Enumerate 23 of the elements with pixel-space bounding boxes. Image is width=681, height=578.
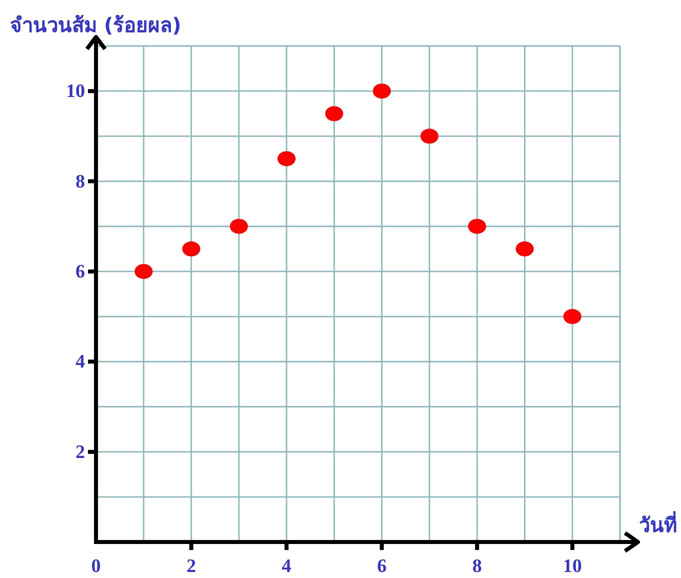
point: [468, 218, 486, 234]
y-tick-label: 4: [76, 352, 86, 373]
x-tick-label: 6: [377, 556, 387, 577]
point: [182, 241, 200, 256]
point: [516, 241, 534, 256]
point: [563, 309, 582, 324]
point: [230, 218, 248, 234]
x-tick-label: 8: [472, 556, 482, 577]
y-tick-label: 8: [76, 171, 85, 192]
point: [278, 151, 296, 166]
y-tick-label: 6: [76, 261, 85, 282]
x-tick-label: 10: [562, 556, 582, 577]
y-axis-title: จำนวนส้ม (ร้อยผล): [10, 13, 182, 37]
point: [134, 264, 153, 279]
y-tick-label: 2: [76, 442, 85, 463]
x-tick-label: 0: [91, 556, 101, 577]
x-tick-label: 4: [282, 556, 292, 577]
x-tick-label: 2: [186, 556, 196, 577]
point: [325, 106, 344, 122]
point: [372, 84, 391, 99]
point: [420, 128, 438, 144]
y-tick-label: 10: [66, 81, 85, 102]
x-axis-title: วันที่: [639, 510, 677, 537]
